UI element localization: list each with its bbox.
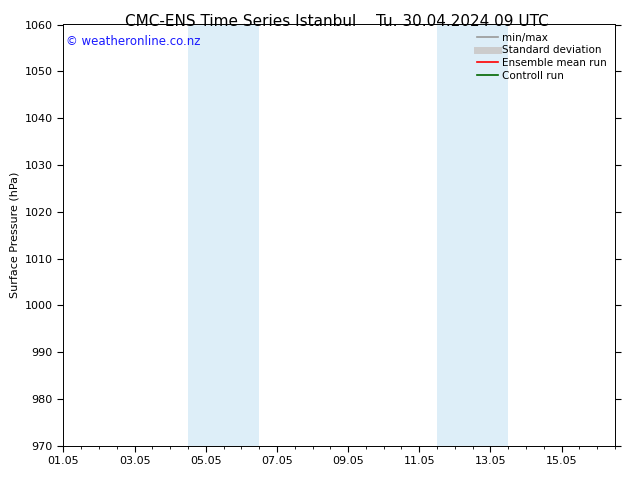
Text: Tu. 30.04.2024 09 UTC: Tu. 30.04.2024 09 UTC [377,14,549,29]
Text: CMC-ENS Time Series Istanbul: CMC-ENS Time Series Istanbul [126,14,356,29]
Bar [437,24,508,446]
Legend: min/max, Standard deviation, Ensemble mean run, Controll run: min/max, Standard deviation, Ensemble me… [474,30,610,84]
Y-axis label: Surface Pressure (hPa): Surface Pressure (hPa) [10,172,19,298]
Bar [188,24,259,446]
Text: © weatheronline.co.nz: © weatheronline.co.nz [66,35,200,48]
